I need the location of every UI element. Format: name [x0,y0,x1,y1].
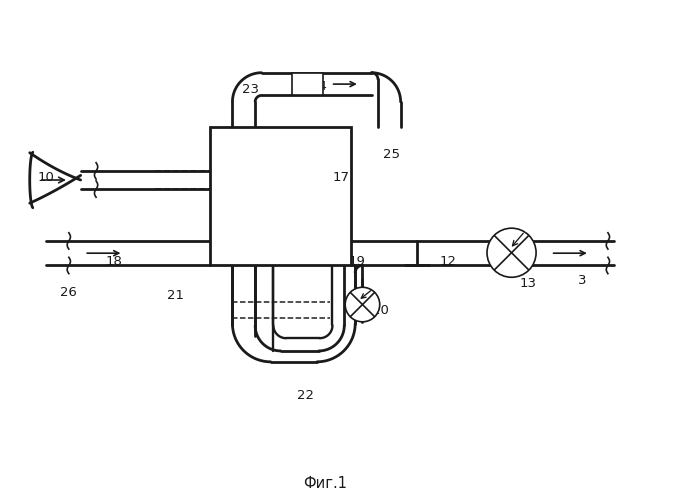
Text: Фиг.1: Фиг.1 [303,476,347,491]
Text: 17: 17 [333,171,350,184]
Text: 26: 26 [61,286,78,299]
Text: 21: 21 [166,289,184,302]
Text: 23: 23 [242,82,259,96]
Text: 25: 25 [383,148,400,161]
Text: 3: 3 [578,274,586,286]
Bar [292,72,324,96]
Text: 12: 12 [439,256,456,268]
Text: 24: 24 [311,80,328,93]
Circle shape [345,288,379,322]
Text: 10: 10 [38,171,55,184]
Bar [210,128,350,266]
Text: 20: 20 [372,304,389,318]
Text: 13: 13 [520,277,537,290]
Text: 18: 18 [106,256,123,268]
Text: 19: 19 [348,256,365,268]
Text: 22: 22 [297,389,313,402]
Circle shape [487,228,536,278]
